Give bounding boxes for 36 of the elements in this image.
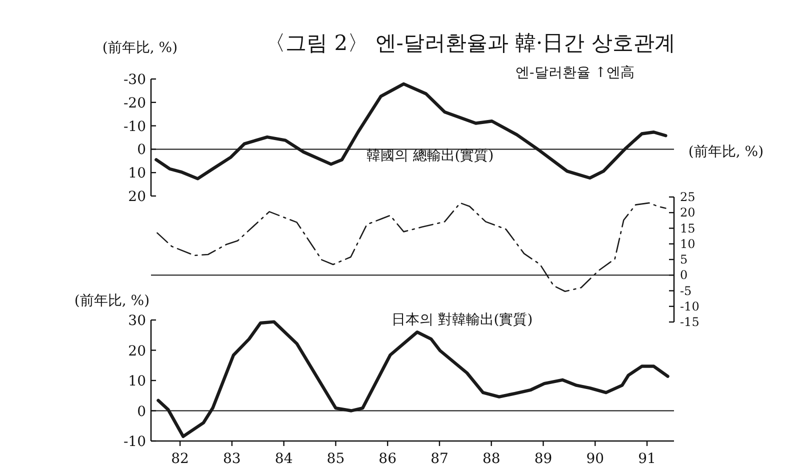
x-tick-label: 88 xyxy=(482,451,500,467)
y-tick-label: 30 xyxy=(128,313,146,329)
x-tick-label: 89 xyxy=(534,451,552,467)
chart-title: 〈그림 2〉 엔-달러환율과 韓·日간 상호관계 xyxy=(264,31,676,55)
x-tick-label: 84 xyxy=(274,451,293,467)
series-label: 日本의 對韓輸出(實質) xyxy=(391,312,533,328)
y-tick-label: 0 xyxy=(137,404,146,420)
x-tick-label: 87 xyxy=(430,451,448,467)
y2-tick-label: 15 xyxy=(680,221,696,236)
x-tick-label: 91 xyxy=(638,451,656,467)
y-axis-title: (前年比, %) xyxy=(102,40,178,56)
x-tick-label: 90 xyxy=(586,451,604,467)
y2-tick-label: 5 xyxy=(680,252,688,266)
y-tick-label: 10 xyxy=(128,374,146,390)
y2-tick-label: 20 xyxy=(680,206,696,220)
y-tick-label: -10 xyxy=(123,434,146,450)
y-tick-label: -20 xyxy=(123,95,146,112)
y-tick-label: -30 xyxy=(123,72,146,88)
y-tick-label: -10 xyxy=(123,118,146,135)
y-tick-label: 10 xyxy=(128,166,146,182)
x-tick-label: 85 xyxy=(326,451,345,467)
y-tick-label: 20 xyxy=(128,343,146,360)
y-tick-label: 0 xyxy=(137,142,146,158)
y2-axis-title: (前年比, %) xyxy=(688,144,764,160)
y2-tick-label: -15 xyxy=(680,315,700,329)
y2-tick-label: 25 xyxy=(680,190,696,204)
y2-tick-label: 10 xyxy=(680,236,696,251)
y-tick-label: 20 xyxy=(128,189,146,205)
y2-tick-label: -10 xyxy=(680,299,700,314)
x-tick-label: 83 xyxy=(223,451,241,467)
x-tick-label: 82 xyxy=(171,451,189,467)
x-tick-label: 86 xyxy=(378,451,397,467)
y-axis-title: (前年比, %) xyxy=(74,293,150,309)
text: 엔-달러환율 ↑엔高 xyxy=(516,65,634,81)
y2-tick-label: 0 xyxy=(680,268,688,282)
y2-tick-label: -5 xyxy=(680,284,692,298)
